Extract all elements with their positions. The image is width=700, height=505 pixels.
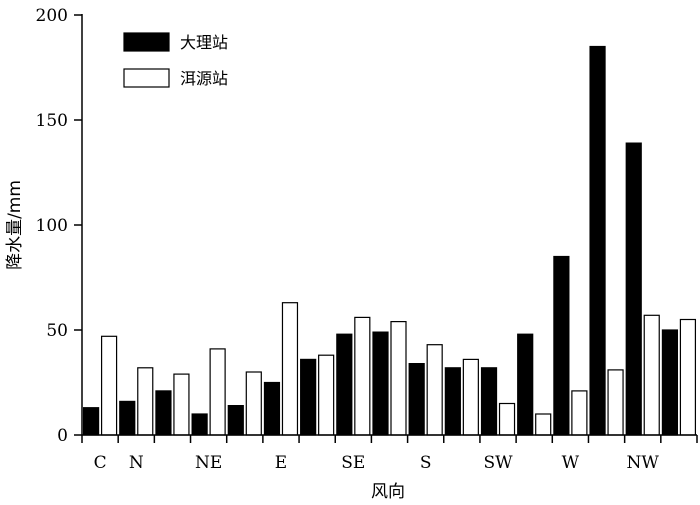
y-tick-label-100: 100 — [36, 216, 68, 236]
bar-s2-nw — [643, 314, 660, 436]
bar-s1-w — [553, 255, 570, 436]
bar-s1-wnw — [589, 45, 606, 436]
y-tick-label-50: 50 — [46, 321, 68, 341]
y-tick-label-0: 0 — [57, 426, 68, 446]
bar-s2-wnw — [607, 369, 624, 436]
bar-s2-ese — [318, 354, 335, 436]
x-tick-label-w: W — [562, 453, 580, 473]
bar-s1-n — [119, 400, 136, 436]
bar-s2-nne — [173, 373, 190, 436]
bar-s2-se — [354, 316, 371, 436]
bar-s1-nne — [155, 390, 172, 436]
bar-s1-se — [336, 333, 353, 436]
bar-s1-ssw — [444, 367, 461, 436]
x-tick-label-nw: NW — [627, 453, 660, 473]
bar-s1-ene — [227, 405, 244, 436]
bars-layer — [82, 45, 697, 436]
bar-s2-sw — [498, 402, 516, 436]
legend-swatch-dali — [123, 32, 170, 52]
bar-s2-c — [100, 335, 118, 436]
bar-s1-nw — [625, 142, 642, 436]
x-tick-label-e: E — [275, 453, 287, 473]
x-axis-title: 风向 — [371, 482, 405, 502]
bar-s1-ne — [191, 413, 208, 436]
bar-s1-nnw — [661, 329, 679, 436]
x-tick-label-sw: SW — [483, 453, 513, 473]
x-tick-label-n: N — [129, 453, 144, 473]
x-tick-label-se: SE — [341, 453, 365, 473]
bar-s1-e — [263, 381, 281, 436]
x-tick-label-s: S — [420, 453, 432, 473]
bar-s2-ene — [245, 371, 262, 436]
bar-s2-ssw — [462, 358, 479, 436]
bar-s2-w — [571, 390, 588, 436]
bar-s1-wsw — [517, 333, 534, 436]
x-tick-label-ne: NE — [195, 453, 222, 473]
bar-s2-n — [137, 367, 154, 436]
bar-s1-sw — [480, 367, 498, 436]
bar-s1-c — [82, 407, 100, 436]
bar-s2-ne — [209, 348, 226, 436]
bar-s2-sse — [390, 321, 407, 436]
bar-s2-nnw — [679, 318, 697, 436]
bar-s1-s — [408, 363, 425, 436]
bar-s2-s — [426, 344, 443, 436]
y-axis-title: 降水量/mm — [5, 180, 25, 270]
axes-layer — [74, 14, 698, 443]
legend-swatch-eryuan — [123, 68, 170, 88]
legend: 大理站 洱源站 — [123, 32, 228, 88]
bar-s1-sse — [372, 331, 389, 436]
bar-s1-ese — [300, 358, 317, 436]
legend-label-dali: 大理站 — [180, 33, 228, 52]
bar-s2-wsw — [535, 413, 552, 436]
y-tick-label-200: 200 — [36, 6, 68, 26]
y-tick-label-150: 150 — [36, 111, 68, 131]
labels-layer: 0 50 100 150 200 C N NE E SE S SW W NW — [36, 6, 660, 473]
legend-label-eryuan: 洱源站 — [180, 69, 228, 88]
x-tick-label-c: C — [94, 453, 107, 473]
bar-s2-e — [281, 302, 299, 436]
